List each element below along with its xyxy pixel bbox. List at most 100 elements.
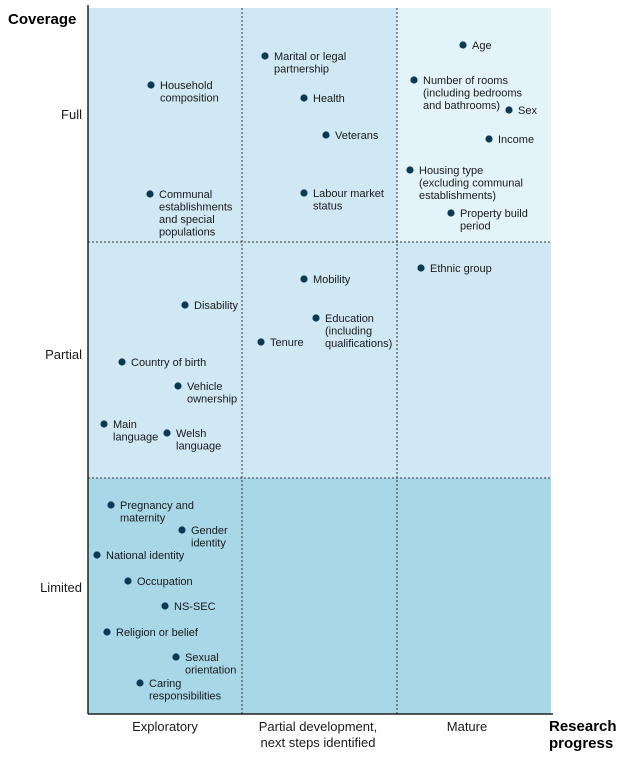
point-marker xyxy=(174,382,182,390)
point-label: Number of rooms (including bedrooms and ba… xyxy=(423,75,523,112)
point-health: Health xyxy=(300,93,345,105)
point-marker xyxy=(485,135,493,143)
point-label: Veterans xyxy=(335,130,379,142)
point-label: Country of birth xyxy=(131,357,206,369)
point-tenure: Tenure xyxy=(257,337,304,349)
point-communal-establishments-and-special-populations: Communal establishments and special populat… xyxy=(146,189,233,239)
point-marker xyxy=(417,264,425,272)
axis-titles: Coverage Research progress xyxy=(8,11,617,752)
point-housing-type-excluding-communal-establishments: Housing type (excluding communal establish… xyxy=(406,165,523,202)
y-tick-full: Full xyxy=(61,107,82,122)
point-ns-sec: NS-SEC xyxy=(161,601,216,613)
point-label: Pregnancy and maternity xyxy=(120,500,194,525)
point-marker xyxy=(406,166,414,174)
grid-dividers xyxy=(88,8,551,714)
point-marker xyxy=(261,52,269,60)
point-marker xyxy=(172,653,180,661)
point-religion-or-belief: Religion or belief xyxy=(103,627,199,639)
point-marker xyxy=(178,526,186,534)
point-caring-responsibilities: Caring responsibilities xyxy=(136,678,222,703)
cell-backgrounds xyxy=(88,8,551,714)
point-label: Age xyxy=(472,40,492,52)
point-marker xyxy=(100,420,108,428)
point-label: Tenure xyxy=(270,337,304,349)
x-tick-partial_development: Partial development, next steps identifie… xyxy=(259,719,378,750)
point-veterans: Veterans xyxy=(322,130,379,142)
point-marker xyxy=(93,551,101,559)
point-marker xyxy=(124,577,132,585)
tick-labels: Full Partial Limited Exploratory Partial dev… xyxy=(40,107,487,750)
point-label: Income xyxy=(498,134,534,146)
point-label: Religion or belief xyxy=(116,627,199,639)
point-sex: Sex xyxy=(505,105,537,117)
point-label: Sexual orientation xyxy=(185,652,236,677)
cell-exploratory-partial xyxy=(88,242,242,478)
point-disability: Disability xyxy=(181,300,239,312)
point-occupation: Occupation xyxy=(124,576,193,588)
point-age: Age xyxy=(459,40,492,52)
point-income: Income xyxy=(485,134,534,146)
point-label: Vehicle ownership xyxy=(187,381,237,406)
point-label: Housing type (excluding communal establish… xyxy=(419,165,523,202)
point-marker xyxy=(300,94,308,102)
x-axis-title: Research progress xyxy=(549,718,617,752)
point-marker xyxy=(118,358,126,366)
point-main-language: Main language xyxy=(100,419,158,444)
point-marker xyxy=(107,501,115,509)
point-marker xyxy=(410,76,418,84)
cell-mature-limited xyxy=(397,478,551,714)
y-tick-partial: Partial xyxy=(45,347,82,362)
point-label: Caring responsibilities xyxy=(149,678,222,703)
point-marker xyxy=(146,190,154,198)
point-national-identity: National identity xyxy=(93,550,185,562)
point-marker xyxy=(322,131,330,139)
point-household-composition: Household composition xyxy=(147,80,219,105)
point-vehicle-ownership: Vehicle ownership xyxy=(174,381,237,406)
point-label: Gender identity xyxy=(191,525,228,550)
point-welsh-language: Welsh language xyxy=(163,428,221,453)
point-label: Household composition xyxy=(160,80,219,105)
x-tick-mature: Mature xyxy=(447,719,487,734)
cell-partial_development-full xyxy=(242,8,397,242)
point-label: Property build period xyxy=(460,208,528,233)
cell-mature-partial xyxy=(397,242,551,478)
point-label: National identity xyxy=(106,550,185,562)
point-label: Sex xyxy=(518,105,537,117)
point-label: Welsh language xyxy=(176,428,221,453)
point-label: Marital or legal partnership xyxy=(274,51,346,76)
point-ethnic-group: Ethnic group xyxy=(417,263,492,275)
point-number-of-rooms-including-bedrooms-and-bathrooms: Number of rooms (including bedrooms and ba… xyxy=(410,75,523,112)
point-label: Labour market status xyxy=(313,188,384,213)
axes xyxy=(87,5,553,715)
point-mobility: Mobility xyxy=(300,274,351,286)
point-label: Occupation xyxy=(137,576,193,588)
point-sexual-orientation: Sexual orientation xyxy=(172,652,236,677)
point-label: Disability xyxy=(194,300,239,312)
point-education-including-qualifications: Education (including qualifications) xyxy=(312,313,392,350)
point-marker xyxy=(103,628,111,636)
point-marker xyxy=(447,209,455,217)
point-marker xyxy=(257,338,265,346)
point-label: NS-SEC xyxy=(174,601,216,613)
point-labour-market-status: Labour market status xyxy=(300,188,384,213)
point-label: Main language xyxy=(113,419,158,444)
point-marital-or-legal-partnership: Marital or legal partnership xyxy=(261,51,346,76)
point-property-build-period: Property build period xyxy=(447,208,528,233)
point-label: Mobility xyxy=(313,274,351,286)
y-tick-limited: Limited xyxy=(40,580,82,595)
point-label: Ethnic group xyxy=(430,263,492,275)
cell-partial_development-limited xyxy=(242,478,397,714)
cell-mature-full xyxy=(397,8,551,242)
point-marker xyxy=(300,275,308,283)
point-marker xyxy=(161,602,169,610)
point-label: Education (including qualifications) xyxy=(325,313,392,350)
point-label: Communal establishments and special populat… xyxy=(159,189,233,239)
x-tick-exploratory: Exploratory xyxy=(132,719,198,734)
point-marker xyxy=(300,189,308,197)
point-marker xyxy=(136,679,144,687)
point-marker xyxy=(147,81,155,89)
point-marker xyxy=(505,106,513,114)
point-country-of-birth: Country of birth xyxy=(118,357,206,369)
y-axis-title: Coverage xyxy=(8,11,76,28)
